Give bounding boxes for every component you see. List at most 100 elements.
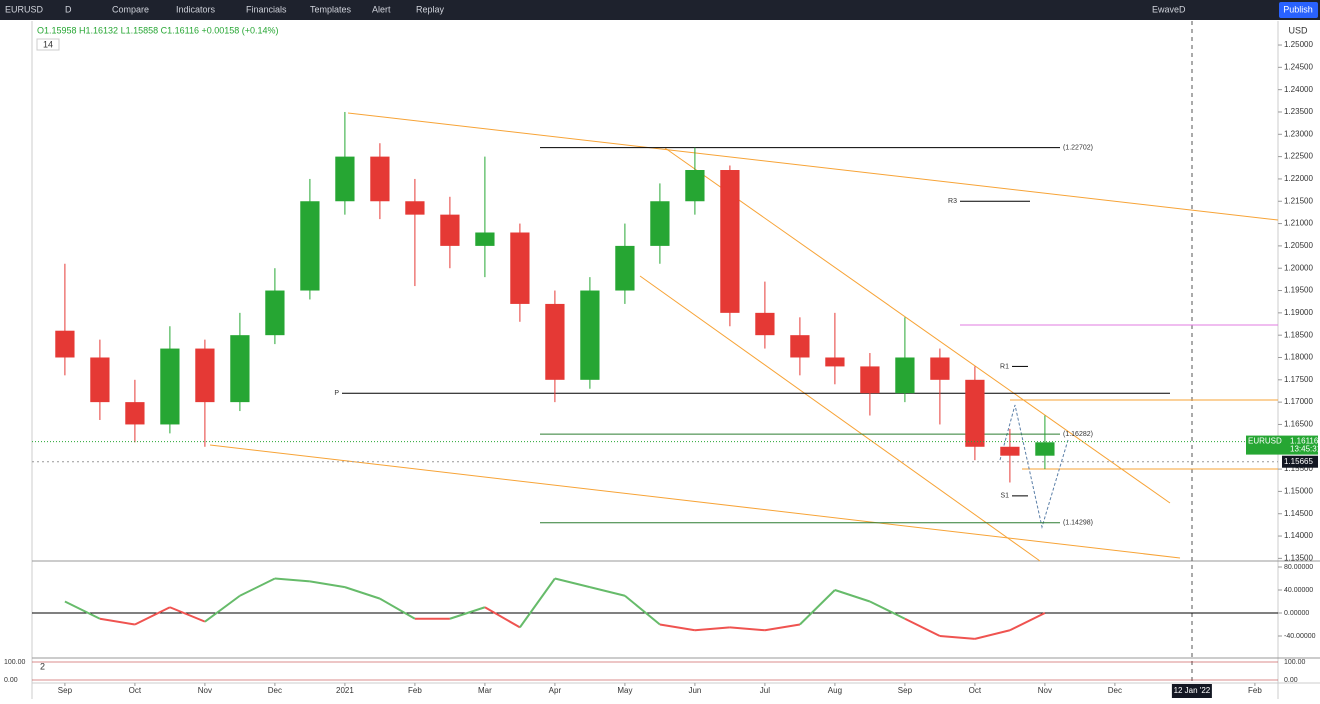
y-tick-label: 1.21500 bbox=[1284, 196, 1313, 205]
y-tick-label: 1.20000 bbox=[1284, 263, 1313, 272]
lower-tick-label-right: 0.00 bbox=[1284, 677, 1298, 684]
x-tick-label: Nov bbox=[198, 686, 212, 695]
candle-body bbox=[860, 366, 880, 394]
y-tick-label: 1.18000 bbox=[1284, 353, 1313, 362]
symbol[interactable]: EURUSD bbox=[5, 4, 44, 14]
y-tick-label: 1.15000 bbox=[1284, 487, 1313, 496]
level-label: P bbox=[334, 390, 339, 397]
candle-body bbox=[930, 357, 950, 380]
level-label: (1.22702) bbox=[1063, 144, 1093, 151]
countdown: 13:45:31 bbox=[1290, 445, 1320, 454]
trendline bbox=[347, 112, 1279, 221]
trendline bbox=[639, 275, 1041, 562]
candle-body bbox=[230, 335, 250, 403]
osc-segment bbox=[799, 589, 836, 626]
candle-body bbox=[55, 330, 75, 358]
osc-segment bbox=[274, 577, 310, 583]
publish-button[interactable] bbox=[1279, 2, 1318, 18]
currency[interactable]: USD bbox=[1288, 25, 1308, 35]
trendline bbox=[664, 147, 1171, 504]
osc-segment bbox=[904, 617, 941, 637]
osc-segment bbox=[309, 580, 346, 589]
interval[interactable]: D bbox=[65, 4, 72, 14]
candle-body bbox=[755, 312, 775, 336]
candle-body bbox=[650, 201, 670, 246]
osc-segment bbox=[624, 594, 661, 626]
x-tick-label: Sep bbox=[58, 686, 73, 695]
y-tick-label: 1.24500 bbox=[1284, 62, 1313, 71]
trendlines bbox=[209, 112, 1279, 562]
candle-body bbox=[510, 232, 530, 304]
y-tick-label: 1.19500 bbox=[1284, 286, 1313, 295]
x-tick-label: Aug bbox=[828, 686, 842, 695]
toolbar-button[interactable]: Alert bbox=[372, 4, 391, 14]
y-tick-label: 1.22000 bbox=[1284, 174, 1313, 183]
toolbar-button[interactable]: Replay bbox=[416, 4, 445, 14]
x-tick-label: Sep bbox=[898, 686, 913, 695]
osc-tick-label: 0.00000 bbox=[1284, 610, 1309, 617]
x-tick-label: Mar bbox=[478, 686, 492, 695]
y-tick-label: 1.13500 bbox=[1284, 553, 1313, 562]
toolbar-button[interactable]: Compare bbox=[112, 4, 149, 14]
x-tick-label: Jun bbox=[688, 686, 701, 695]
toolbar-items: EURUSD D EwaveD Compare Indicators Financi… bbox=[5, 4, 1186, 14]
osc-segment bbox=[694, 626, 730, 632]
osc-segment bbox=[239, 577, 276, 597]
lower-tick-label-right: 100.00 bbox=[1284, 659, 1306, 666]
osc-segment bbox=[169, 606, 206, 623]
level-label: R1 bbox=[1000, 363, 1009, 370]
toolbar-button[interactable]: Templates bbox=[310, 4, 352, 14]
account[interactable]: EwaveD bbox=[1152, 4, 1186, 14]
candle-body bbox=[440, 214, 460, 246]
candle-body bbox=[615, 245, 635, 291]
x-tick-label: Nov bbox=[1038, 686, 1052, 695]
x-tick-label: Jul bbox=[760, 686, 770, 695]
candle-body bbox=[265, 290, 285, 336]
y-tick-label: 1.19000 bbox=[1284, 308, 1313, 317]
candle-body bbox=[300, 201, 320, 291]
crosshair-x-box bbox=[1171, 684, 1212, 698]
candle-body bbox=[825, 357, 845, 367]
osc-segment bbox=[659, 623, 696, 632]
y-tick-label: 1.25000 bbox=[1284, 40, 1313, 49]
candle-body bbox=[370, 156, 390, 202]
osc-segment bbox=[869, 600, 906, 620]
y-tick-label: 1.21000 bbox=[1284, 219, 1313, 228]
candle-body bbox=[125, 402, 145, 425]
y-tick-label: 1.15500 bbox=[1284, 464, 1313, 473]
lower-pane-label: 2 bbox=[40, 661, 45, 671]
osc-segment bbox=[519, 577, 556, 628]
osc-tick-label: 40.00000 bbox=[1284, 587, 1313, 594]
x-tick-label: Feb bbox=[408, 686, 422, 695]
ohlc: O1.15958 H1.16132 L1.15858 C1.16116 +0.0… bbox=[37, 25, 279, 35]
trendline bbox=[209, 444, 1181, 559]
osc-segment bbox=[449, 606, 486, 620]
y-tick-label: 1.24000 bbox=[1284, 85, 1313, 94]
x-tick-label: Apr bbox=[549, 686, 562, 695]
osc-segment bbox=[1009, 612, 1046, 632]
study-label[interactable]: 14 bbox=[43, 39, 53, 49]
candle-body bbox=[405, 201, 425, 215]
x-tick-label: Dec bbox=[1108, 686, 1122, 695]
toolbar-button[interactable]: Financials bbox=[246, 4, 287, 14]
toolbar-button[interactable]: Indicators bbox=[176, 4, 216, 14]
candle-body bbox=[790, 335, 810, 358]
y-tick-label: 1.14000 bbox=[1284, 531, 1313, 540]
osc-segment bbox=[134, 606, 171, 626]
osc-tick-label: 80.00000 bbox=[1284, 564, 1313, 571]
level-label: S1 bbox=[1000, 493, 1009, 500]
marker-price-label: 1.15665 bbox=[1284, 457, 1313, 466]
osc-segment bbox=[484, 606, 521, 629]
candle-body bbox=[195, 348, 215, 403]
candle-body bbox=[1035, 442, 1055, 456]
y-tick-label: 1.17500 bbox=[1284, 375, 1313, 384]
y-tick-label: 1.18500 bbox=[1284, 330, 1313, 339]
y-tick-label: 1.22500 bbox=[1284, 152, 1313, 161]
x-tick-label: 2021 bbox=[336, 686, 354, 695]
candle-body bbox=[545, 303, 565, 380]
y-tick-label: 1.17000 bbox=[1284, 397, 1313, 406]
study-box[interactable] bbox=[36, 38, 60, 51]
publish-label[interactable]: Publish bbox=[1283, 4, 1313, 14]
osc-segment bbox=[974, 629, 1011, 640]
